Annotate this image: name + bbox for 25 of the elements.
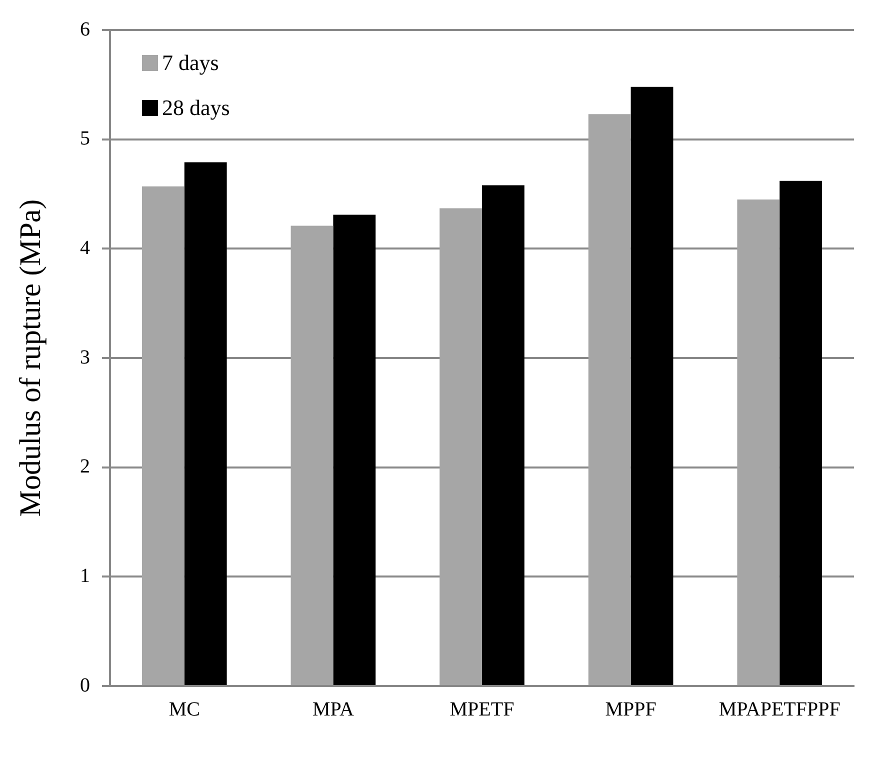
y-tick-label: 5: [80, 128, 90, 150]
x-tick-label: MPAPETFPPF: [718, 698, 840, 720]
y-axis-title: Modulus of rupture (MPa): [14, 199, 47, 517]
bar: [630, 86, 674, 685]
bar: [440, 208, 482, 685]
bar: [184, 162, 227, 685]
y-tick-label: 0: [80, 674, 90, 696]
x-tick-label: MPETF: [450, 698, 514, 720]
y-tick-label: 6: [80, 18, 90, 40]
y-tick-label: 1: [80, 564, 90, 587]
y-tick-label: 3: [80, 346, 90, 368]
y-tick-label: 2: [80, 456, 90, 478]
y-tick-label: 4: [80, 236, 90, 259]
bar: [482, 185, 524, 685]
bar: [737, 199, 780, 685]
x-tick-label: MPPF: [605, 698, 656, 720]
x-tick-label: MC: [168, 698, 200, 720]
bar: [142, 186, 184, 685]
x-tick-label: MPA: [312, 698, 355, 720]
legend-label: 28 days: [162, 94, 230, 120]
bar: [290, 226, 334, 685]
legend-label: 7 days: [162, 50, 219, 75]
bar: [780, 180, 822, 685]
bar: [333, 214, 376, 685]
bar: [588, 114, 631, 685]
